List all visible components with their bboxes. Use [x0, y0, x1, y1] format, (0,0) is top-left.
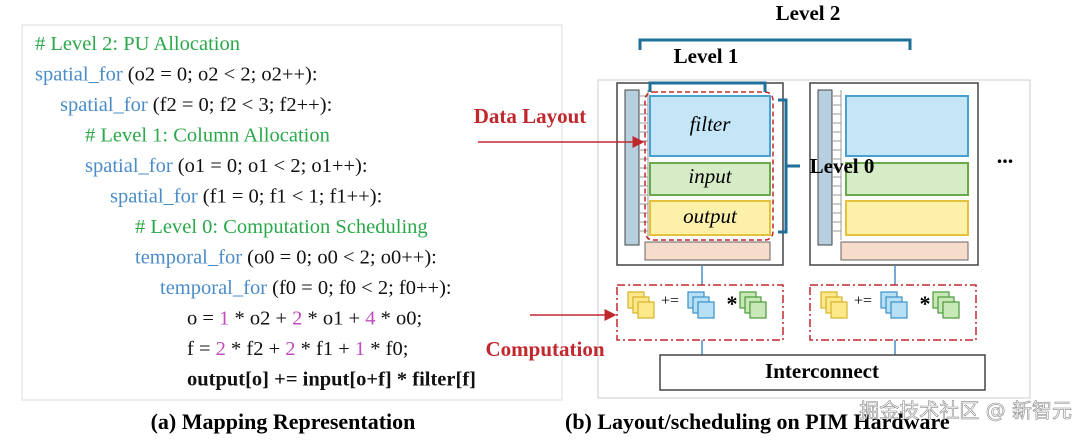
code-token: output[o] += input[o+f] * filter[f]: [187, 368, 476, 390]
code-token: * o0;: [375, 307, 422, 329]
code-token: spatial_for: [60, 94, 148, 116]
output-label: output: [683, 204, 738, 228]
computation-label: Computation: [485, 337, 604, 361]
code-line: spatial_for (f2 = 0; f2 < 3; f2++):: [60, 94, 332, 116]
code-panel: [21, 24, 563, 401]
code-token: 4: [365, 307, 375, 329]
hardware-panel: [597, 79, 1031, 399]
interconnect-box: [659, 354, 986, 391]
code-token: (f1 = 0; f1 < 1; f1++):: [198, 185, 383, 207]
code-token: spatial_for: [85, 155, 173, 177]
input-label: input: [688, 164, 732, 188]
tile: [637, 301, 655, 319]
code-token: # Level 1: Column Allocation: [85, 124, 330, 146]
code-line: # Level 1: Column Allocation: [85, 124, 330, 146]
code-line: f = 2 * f2 + 2 * f1 + 1 * f0;: [187, 338, 408, 360]
brackets: [638, 38, 912, 234]
filter-block: [845, 95, 969, 157]
code-token: temporal_for: [160, 277, 267, 299]
code-line: # Level 2: PU Allocation: [35, 33, 240, 55]
level2-label: Level 2: [776, 1, 841, 25]
tile: [749, 301, 767, 319]
code-line: # Level 0: Computation Scheduling: [135, 216, 428, 238]
code-token: * o2 +: [229, 307, 292, 329]
code-token: (f2 = 0; f2 < 3; f2++):: [148, 94, 333, 116]
array-grid: [833, 90, 842, 240]
tile: [697, 301, 715, 319]
code-token: (f0 = 0; f0 < 2; f0++):: [267, 277, 452, 299]
compute-box: [809, 284, 977, 341]
code-token: * f1 +: [296, 338, 355, 360]
watermark: 掘金技术社区 @ 新智元: [859, 399, 1072, 423]
row-decoder: [624, 89, 640, 246]
op-plus-eq: +=: [661, 293, 679, 310]
data-layout-box: [644, 91, 774, 241]
tile: [942, 301, 960, 319]
code-token: o =: [187, 307, 219, 329]
sense-amp: [644, 241, 771, 261]
op-times: *: [727, 291, 738, 316]
tile: [830, 301, 848, 319]
output-block: [649, 200, 771, 236]
op-plus-eq: +=: [854, 293, 872, 310]
code-token: (o1 = 0; o1 < 2; o1++):: [173, 155, 368, 177]
code-token: * f2 +: [226, 338, 285, 360]
code-token: spatial_for: [35, 63, 123, 85]
code-token: spatial_for: [110, 185, 198, 207]
input-block: [649, 162, 771, 196]
filter-label: filter: [690, 112, 732, 136]
input-block: [845, 162, 969, 196]
filter-block: [649, 95, 771, 157]
code-token: 1: [219, 307, 229, 329]
level1-label: Level 1: [674, 44, 739, 68]
interconnect-label: Interconnect: [765, 359, 879, 383]
data-layout-label: Data Layout: [474, 104, 587, 128]
caption-a: (a) Mapping Representation: [151, 409, 416, 434]
code-token: 2: [285, 338, 295, 360]
code-line: temporal_for (f0 = 0; f0 < 2; f0++):: [160, 277, 452, 299]
compute-box: [616, 284, 784, 341]
caption-b: (b) Layout/scheduling on PIM Hardware: [565, 409, 950, 434]
code-token: * o1 +: [302, 307, 365, 329]
tile: [890, 301, 908, 319]
ellipsis: ...: [997, 143, 1014, 168]
code-line: o = 1 * o2 + 2 * o1 + 4 * o0;: [187, 307, 422, 329]
code-line: temporal_for (o0 = 0; o0 < 2; o0++):: [135, 246, 437, 268]
compute-icons: += * += *: [627, 291, 960, 319]
op-times: *: [920, 291, 931, 316]
code-token: f =: [187, 338, 216, 360]
code-token: # Level 0: Computation Scheduling: [135, 216, 428, 238]
level0-label: Level 0: [810, 154, 875, 178]
code-token: 1: [355, 338, 365, 360]
code-token: * f0;: [365, 338, 408, 360]
code-token: 2: [292, 307, 302, 329]
row-decoder: [817, 89, 833, 246]
code-token: 2: [216, 338, 226, 360]
code-token: temporal_for: [135, 246, 242, 268]
code-token: (o2 = 0; o2 < 2; o2++):: [123, 63, 318, 85]
sense-amp: [840, 241, 969, 261]
code-block: # Level 2: PU Allocation spatial_for (o2 …: [35, 33, 476, 391]
output-block: [845, 200, 969, 236]
connectors: [701, 265, 896, 355]
code-line: spatial_for (f1 = 0; f1 < 1; f1++):: [110, 185, 382, 207]
code-token: (o0 = 0; o0 < 2; o0++):: [242, 246, 437, 268]
code-line: output[o] += input[o+f] * filter[f]: [187, 368, 476, 390]
code-token: # Level 2: PU Allocation: [35, 33, 240, 55]
code-line: spatial_for (o2 = 0; o2 < 2; o2++):: [35, 63, 318, 85]
code-line: spatial_for (o1 = 0; o1 < 2; o1++):: [85, 155, 368, 177]
